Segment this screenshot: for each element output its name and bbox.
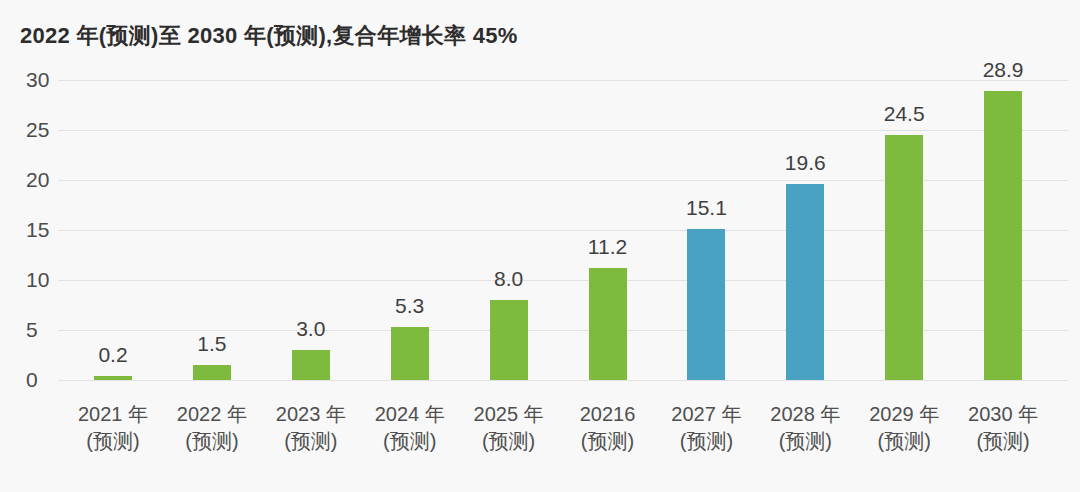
bar-chart-canvas: 2022 年(预测)至 2030 年(预测),复合年增长率 45% 0 5 10 15… [0, 0, 1080, 492]
y-tick-label: 20 [26, 167, 49, 193]
x-tick-sublabel: (预测) [938, 428, 1068, 455]
bar-value-label: 15.1 [646, 195, 766, 221]
gridline [58, 80, 1068, 81]
bar [786, 184, 824, 380]
bar [391, 327, 429, 380]
bar [589, 268, 627, 380]
y-tick-label: 30 [26, 67, 49, 93]
bar [193, 365, 231, 380]
bar-value-label: 24.5 [844, 101, 964, 127]
y-tick-label: 0 [26, 367, 38, 393]
bar [292, 350, 330, 380]
bar-value-label: 8.0 [449, 266, 569, 292]
bar-value-label: 19.6 [745, 150, 865, 176]
bar-value-label: 11.2 [548, 234, 668, 260]
bar [984, 91, 1022, 380]
y-tick-label: 10 [26, 267, 49, 293]
y-tick-label: 5 [26, 317, 38, 343]
bar [885, 135, 923, 380]
x-tick-label: 2030 年(预测) [938, 401, 1068, 455]
bar-value-label: 28.9 [943, 57, 1063, 83]
bar-value-label: 3.0 [251, 316, 371, 342]
x-tick-year: 2030 年 [938, 401, 1068, 428]
bar-value-label: 5.3 [350, 293, 470, 319]
bar [94, 376, 132, 380]
bar [687, 229, 725, 380]
gridline [58, 130, 1068, 131]
y-tick-label: 15 [26, 217, 49, 243]
gridline [58, 380, 1068, 381]
bar [490, 300, 528, 380]
y-tick-label: 25 [26, 117, 49, 143]
chart-title: 2022 年(预测)至 2030 年(预测),复合年增长率 45% [20, 21, 518, 51]
